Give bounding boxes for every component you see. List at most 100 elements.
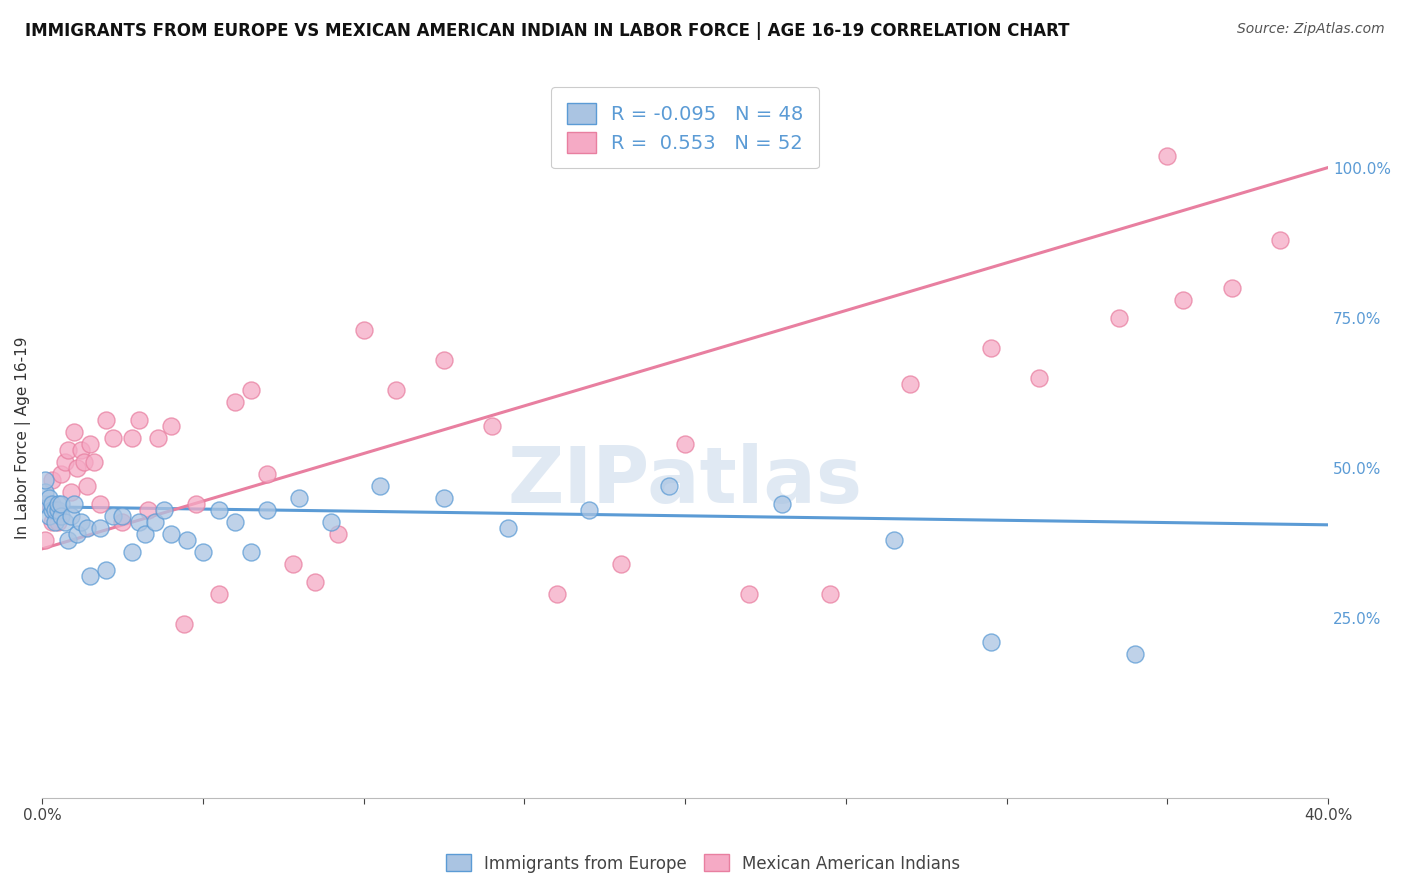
Point [41,503,63,517]
Point [44,515,66,529]
Point [224,394,246,409]
Point [256,503,278,517]
Point [63,425,86,439]
Point [224,515,246,529]
Point [51,508,73,523]
Point [883,533,905,547]
Point [46,503,69,517]
Point [41,515,63,529]
Point [121,545,143,559]
Point [46,497,69,511]
Point [658,479,681,493]
Text: IMMIGRANTS FROM EUROPE VS MEXICAN AMERICAN INDIAN IN LABOR FORCE | AGE 16-19 COR: IMMIGRANTS FROM EUROPE VS MEXICAN AMERIC… [25,22,1070,40]
Point [1268,233,1291,247]
Point [34,473,56,487]
Point [34,484,56,499]
Point [898,376,921,391]
Point [980,341,1002,355]
Point [673,436,696,450]
Point [89,521,111,535]
Point [38,497,60,511]
Point [368,479,391,493]
Point [79,569,101,583]
Point [111,508,134,523]
Legend: Immigrants from Europe, Mexican American Indians: Immigrants from Europe, Mexican American… [439,847,967,880]
Point [208,503,231,517]
Point [41,497,63,511]
Point [578,503,600,517]
Point [53,515,76,529]
Point [44,503,66,517]
Point [546,587,568,601]
Point [76,479,98,493]
Point [498,521,520,535]
Point [1028,370,1050,384]
Point [1108,310,1130,325]
Point [770,497,793,511]
Legend: R = -0.095   N = 48, R =  0.553   N = 52: R = -0.095 N = 48, R = 0.553 N = 52 [551,87,820,169]
Point [60,508,83,523]
Point [53,455,76,469]
Point [256,467,278,481]
Point [69,442,91,457]
Point [56,533,79,547]
Point [46,515,69,529]
Point [96,563,118,577]
Point [240,545,263,559]
Point [980,635,1002,649]
Point [153,503,176,517]
Point [73,455,96,469]
Point [60,484,83,499]
Point [159,418,181,433]
Point [610,557,633,571]
Point [136,503,159,517]
Point [89,497,111,511]
Point [38,491,60,505]
Point [101,431,124,445]
Text: Source: ZipAtlas.com: Source: ZipAtlas.com [1237,22,1385,37]
Y-axis label: In Labor Force | Age 16-19: In Labor Force | Age 16-19 [15,336,31,539]
Point [173,616,195,631]
Point [101,508,124,523]
Point [128,413,150,427]
Point [353,323,375,337]
Point [384,383,406,397]
Point [433,491,456,505]
Point [134,526,156,541]
Point [481,418,503,433]
Point [128,515,150,529]
Point [1220,280,1243,294]
Point [76,521,98,535]
Point [66,526,89,541]
Point [288,491,311,505]
Point [143,515,166,529]
Point [38,508,60,523]
Point [51,467,73,481]
Point [1173,293,1195,307]
Point [208,587,231,601]
Point [176,533,198,547]
Point [738,587,761,601]
Point [146,431,169,445]
Point [240,383,263,397]
Point [281,557,304,571]
Point [51,497,73,511]
Point [83,455,105,469]
Point [304,574,326,589]
Point [79,436,101,450]
Point [159,526,181,541]
Point [96,413,118,427]
Point [66,460,89,475]
Point [326,526,349,541]
Point [186,497,208,511]
Point [56,442,79,457]
Point [191,545,214,559]
Point [321,515,343,529]
Point [1123,647,1146,661]
Point [63,497,86,511]
Point [34,497,56,511]
Point [44,503,66,517]
Point [121,431,143,445]
Text: ZIPatlas: ZIPatlas [508,443,863,519]
Point [818,587,841,601]
